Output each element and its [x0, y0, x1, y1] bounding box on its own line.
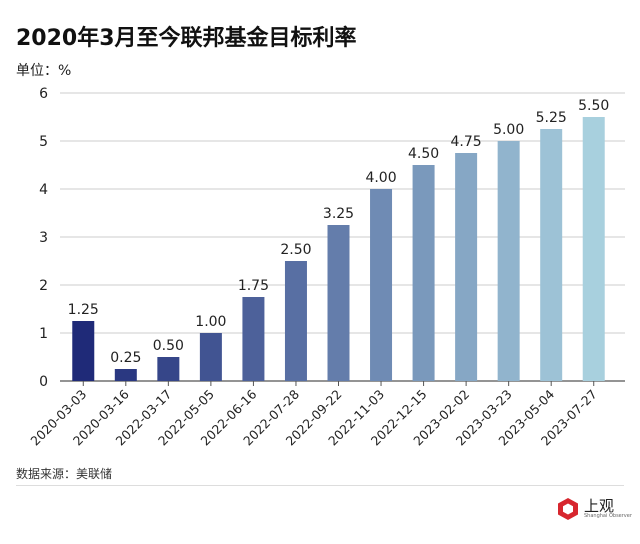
- bar: [497, 141, 520, 381]
- bar: [199, 333, 222, 381]
- chart-title: 2020年3月至今联邦基金目标利率: [16, 26, 357, 51]
- y-tick-label: 2: [39, 278, 48, 294]
- data-label: 5.50: [578, 98, 609, 114]
- bar: [327, 225, 350, 381]
- y-tick-label: 4: [39, 182, 48, 198]
- data-label: 1.25: [68, 302, 99, 318]
- bar: [540, 129, 563, 381]
- y-tick-label: 0: [39, 374, 48, 390]
- data-label: 4.75: [451, 134, 482, 150]
- y-tick-label: 6: [39, 86, 48, 102]
- data-label: 1.00: [195, 314, 226, 330]
- bar: [284, 261, 307, 381]
- data-source: 数据来源：美联储: [16, 467, 113, 481]
- data-label: 0.25: [110, 350, 141, 366]
- bar: [157, 357, 180, 381]
- bar: [72, 321, 95, 381]
- y-tick-label: 3: [39, 230, 48, 246]
- data-label: 2.50: [280, 242, 311, 258]
- data-label: 1.75: [238, 278, 269, 294]
- bar: [370, 189, 393, 381]
- bar-chart: 01234561.252020-03-030.252020-03-160.502…: [27, 86, 625, 448]
- data-label: 4.50: [408, 146, 439, 162]
- bar: [412, 165, 435, 381]
- bar: [455, 153, 478, 381]
- y-tick-label: 5: [39, 134, 48, 150]
- y-tick-label: 1: [39, 326, 48, 342]
- logo-name: 上观: [584, 497, 615, 515]
- logo-icon: [558, 498, 578, 520]
- unit-label: 单位：%: [16, 63, 72, 79]
- bar: [242, 297, 265, 381]
- logo: 上观 Shanghai Observer: [556, 497, 632, 521]
- data-label: 0.50: [153, 338, 184, 354]
- data-label: 3.25: [323, 206, 354, 222]
- data-label: 5.25: [536, 110, 567, 126]
- bar: [582, 117, 605, 381]
- logo-subtitle: Shanghai Observer: [584, 513, 632, 519]
- data-label: 5.00: [493, 122, 524, 138]
- data-label: 4.00: [365, 170, 396, 186]
- divider: [16, 485, 624, 486]
- bar: [114, 369, 137, 381]
